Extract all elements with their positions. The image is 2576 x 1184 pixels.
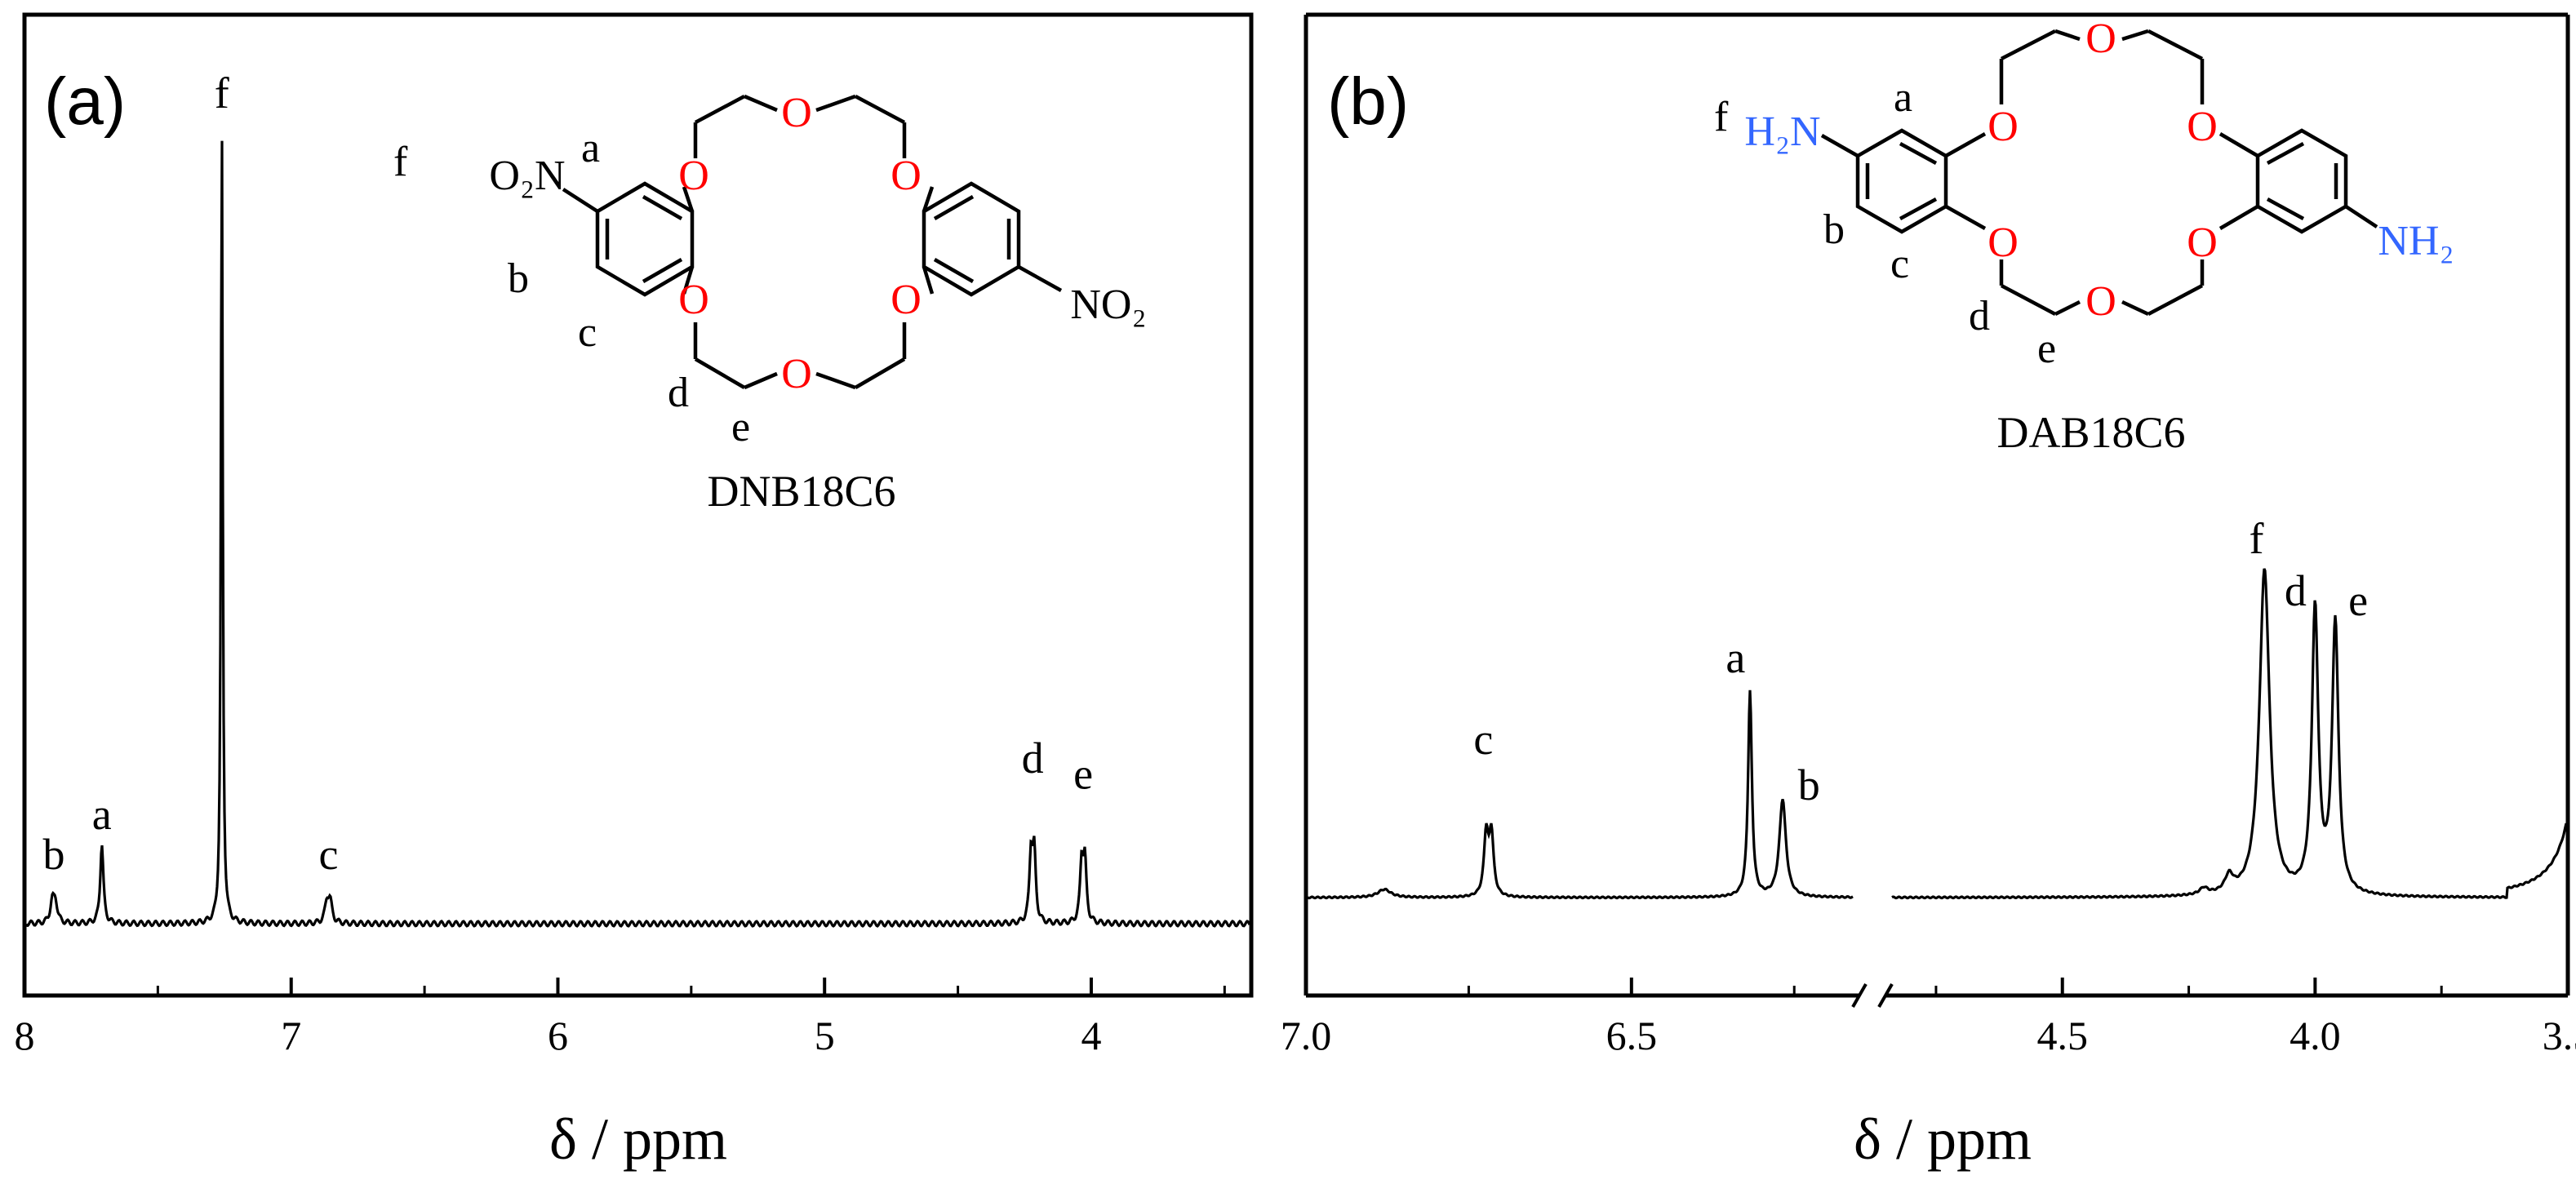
oxygen-label: O [2187,220,2218,266]
atom-label-f: f [1714,94,1729,140]
peak-label-a: a [1725,633,1745,682]
x-tick-label: 5 [815,1013,835,1058]
oxygen-label: O [781,90,812,136]
panel-b-ticks: 7.0 6.5 4.5 4.0 3.5 [1281,978,2576,1058]
nitro-group-left: O₂N [489,153,565,199]
amine-group-right: NH₂ [2378,218,2454,264]
oxygen-label: O [678,153,709,199]
dnb18c6-structure [562,94,1063,390]
atom-label-e: e [2037,326,2056,372]
atom-label-b: b [1823,206,1845,253]
dnb18c6-atom-labels: O O O O O O O₂N NO₂ f a b c d e DNB18C6 [393,90,1147,516]
panel-a-frame [22,12,1254,998]
peak-label-f: f [2249,514,2263,563]
oxygen-label: O [678,277,709,323]
peak-label-c: c [1473,715,1493,764]
panel-b-spectrum-trace-right [1891,568,2568,900]
atom-label-f: f [393,139,408,185]
peak-label-e: e [1073,750,1093,799]
panel-a-label: (a) [44,64,126,139]
panel-a-ticks: 8 7 6 5 4 [15,978,1226,1058]
peak-label-d: d [1022,734,1044,783]
x-tick-label: 6.5 [1606,1013,1658,1058]
dab18c6-atom-labels: O O O O O O H₂N NH₂ f a b c d e DAB18C6 [1714,16,2454,457]
x-tick-label: 6 [548,1013,568,1058]
oxygen-label: O [1988,104,2019,150]
x-tick-label: 8 [15,1013,35,1058]
atom-label-a: a [581,125,600,171]
panel-b-x-axis-label: δ / ppm [1854,1106,2032,1172]
oxygen-label: O [890,153,922,199]
panel-a-x-axis-label: δ / ppm [549,1106,727,1172]
peak-label-e: e [2348,576,2368,625]
dab18c6-structure [1820,29,2378,317]
axis-break-marker [1851,983,1894,1008]
amine-group-left: H₂N [1744,109,1820,155]
x-tick-label: 3.5 [2543,1013,2576,1058]
x-tick-label: 7.0 [1281,1013,1332,1058]
oxygen-label: O [2085,278,2116,325]
x-tick-label: 4.5 [2036,1013,2088,1058]
peak-label-b: b [42,830,64,879]
peak-label-a: a [92,790,112,839]
nitro-group-right: NO₂ [1070,282,1146,328]
peak-label-d: d [2285,566,2307,615]
peak-label-b: b [1798,761,1820,809]
oxygen-label: O [2085,16,2116,62]
oxygen-label: O [2187,104,2218,150]
atom-label-c: c [1890,241,1909,287]
atom-label-a: a [1894,74,1912,121]
atom-label-d: d [1969,293,1990,339]
atom-label-c: c [578,309,597,356]
oxygen-label: O [890,277,922,323]
panel-b-peak-labels: c a b fd e [1473,514,2368,809]
x-tick-label: 4 [1081,1013,1101,1058]
panel-b-spectrum-trace-left [1307,690,1854,900]
x-tick-label: 4.0 [2290,1013,2341,1058]
x-tick-label: 7 [281,1013,301,1058]
atom-label-e: e [731,404,750,450]
oxygen-label: O [781,351,812,397]
panel-b-label: (b) [1327,64,1409,139]
molecule-name: DAB18C6 [1996,408,2185,457]
peak-label-f: f [215,69,229,118]
panel-a-spectrum-trace [24,140,1251,928]
atom-label-b: b [508,255,529,302]
molecule-name: DNB18C6 [707,467,895,516]
atom-label-d: d [668,370,689,416]
peak-label-c: c [318,830,338,879]
oxygen-label: O [1988,220,2019,266]
